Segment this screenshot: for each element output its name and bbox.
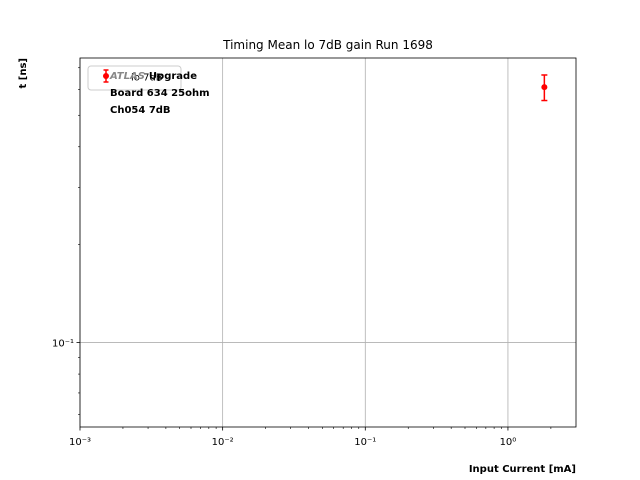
chart-title: Timing Mean lo 7dB gain Run 1698 (222, 38, 433, 52)
data-point (541, 84, 548, 91)
legend-box (87, 65, 182, 91)
x-tick-label: 10⁻³ (69, 437, 91, 448)
plot-frame (79, 57, 577, 428)
annotation-upgrade: Upgrade (149, 71, 197, 82)
x-tick-label: 10⁻¹ (354, 437, 376, 448)
annotation-line-2: Board 634 25ohm (110, 88, 210, 99)
x-tick-label: 10⁰ (500, 437, 517, 448)
annotation-atlas: ATLAS (109, 71, 145, 82)
series-layer (541, 74, 548, 102)
legend-label: lo 7dB (131, 73, 163, 84)
x-axis-ticks: 10⁻³ 10⁻² 10⁻¹ 10⁰ (69, 427, 516, 448)
legend: lo 7dB (87, 65, 182, 91)
x-axis-title: Input Current [mA] (469, 464, 576, 475)
legend-point (103, 73, 109, 79)
x-tick-label: 10⁻² (212, 437, 234, 448)
y-tick-label: 10⁻¹ (52, 339, 74, 350)
annotation: ATLAS Upgrade Board 634 25ohm Ch054 7dB (109, 71, 210, 116)
y-axis-title: t [ns] (18, 58, 29, 88)
y-axis-ticks: 10⁻¹ (52, 339, 80, 350)
annotation-line-3: Ch054 7dB (110, 105, 171, 116)
legend-marker-lo-7db (103, 69, 109, 83)
annotation-line-1: ATLAS Upgrade (109, 71, 197, 82)
